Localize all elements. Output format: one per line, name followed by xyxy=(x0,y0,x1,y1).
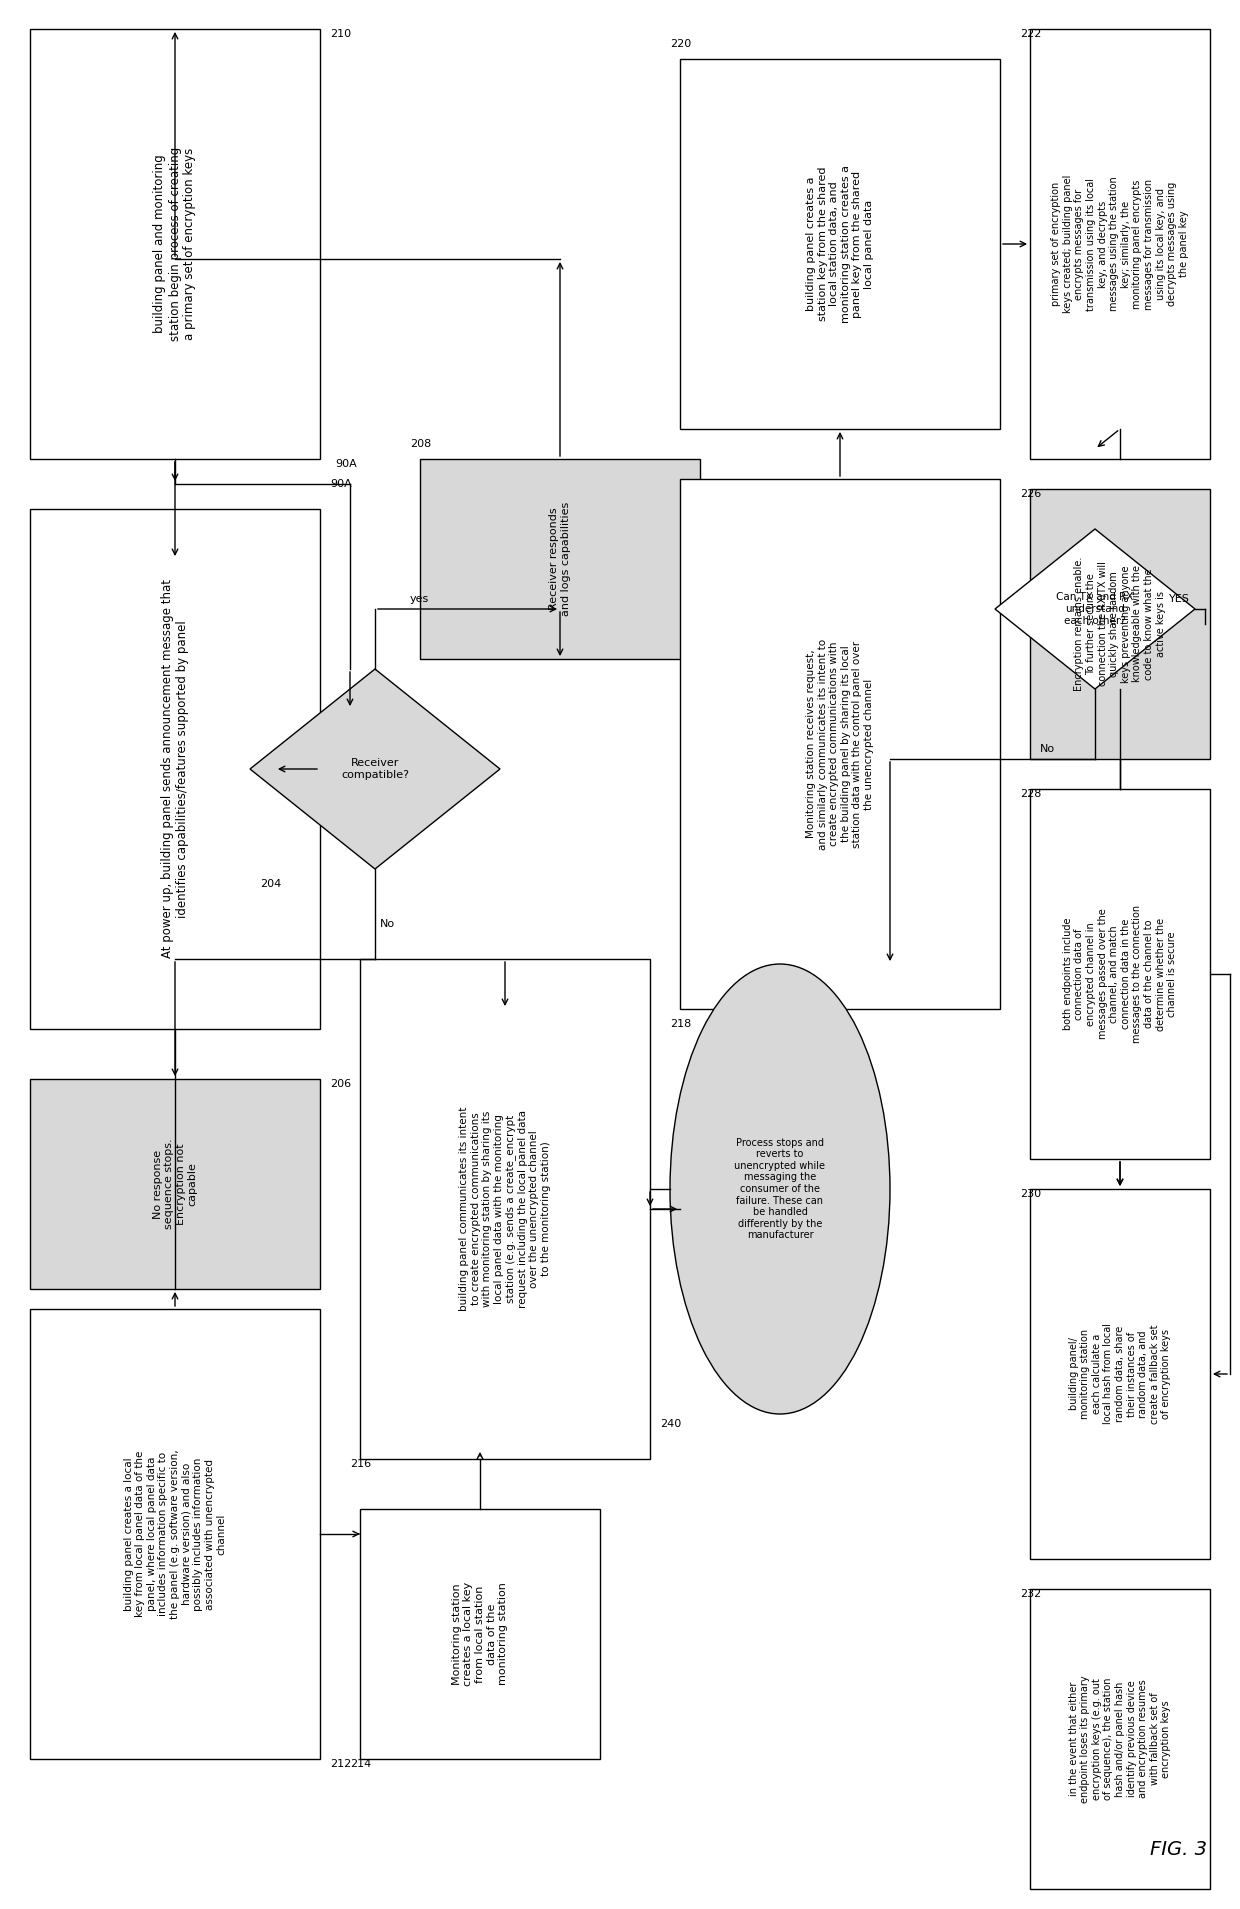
Text: 90A: 90A xyxy=(330,479,352,489)
Text: Monitoring station receives request,
and similarly communicates its intent to
cr: Monitoring station receives request, and… xyxy=(806,638,874,850)
FancyBboxPatch shape xyxy=(680,479,999,1010)
Text: 220: 220 xyxy=(670,38,691,50)
Polygon shape xyxy=(250,668,500,869)
Text: FIG. 3: FIG. 3 xyxy=(1149,1840,1207,1859)
Text: 226: 226 xyxy=(1021,489,1042,498)
Text: At power up, building panel sends announcement message that
identifies capabilit: At power up, building panel sends announ… xyxy=(161,580,188,958)
Text: 218: 218 xyxy=(670,1019,691,1029)
Text: 206: 206 xyxy=(330,1079,351,1088)
FancyBboxPatch shape xyxy=(360,958,650,1458)
Text: 228: 228 xyxy=(1021,788,1042,800)
Text: Receiver responds
and logs capabilities: Receiver responds and logs capabilities xyxy=(549,502,570,617)
Text: 204: 204 xyxy=(260,878,281,890)
Text: Can TX and RX
understand
each other?: Can TX and RX understand each other? xyxy=(1056,592,1133,626)
Text: No response
sequence stops.
Encryption not
capable: No response sequence stops. Encryption n… xyxy=(153,1138,197,1229)
FancyBboxPatch shape xyxy=(360,1508,600,1758)
Text: 230: 230 xyxy=(1021,1189,1042,1199)
Text: Monitoring station
creates a local key
from local station
data of the
monitoring: Monitoring station creates a local key f… xyxy=(451,1583,508,1686)
Ellipse shape xyxy=(670,964,890,1415)
Text: 210: 210 xyxy=(330,29,351,38)
FancyBboxPatch shape xyxy=(30,510,320,1029)
FancyBboxPatch shape xyxy=(1030,788,1210,1159)
Text: No: No xyxy=(379,918,396,930)
FancyBboxPatch shape xyxy=(1030,489,1210,760)
Text: building panel and monitoring
station begin process of creating
a primary set of: building panel and monitoring station be… xyxy=(154,147,196,342)
Text: 90A: 90A xyxy=(335,458,357,470)
Text: primary set of encryption
keys created; building panel
encrypts messages for
tra: primary set of encryption keys created; … xyxy=(1052,176,1189,313)
Text: Encryption remains enable.
To further secure the
connection the RX/TX will
quick: Encryption remains enable. To further se… xyxy=(1074,557,1166,691)
FancyBboxPatch shape xyxy=(30,1310,320,1758)
Text: Process stops and
reverts to
unencrypted while
messaging the
consumer of the
fai: Process stops and reverts to unencrypted… xyxy=(734,1138,826,1241)
Text: YES: YES xyxy=(1169,594,1190,603)
FancyBboxPatch shape xyxy=(30,1079,320,1289)
FancyBboxPatch shape xyxy=(1030,29,1210,458)
Text: building panel/
monitoring station
each calculate a
local hash from local
random: building panel/ monitoring station each … xyxy=(1069,1323,1172,1424)
Text: Receiver
compatible?: Receiver compatible? xyxy=(341,758,409,779)
Polygon shape xyxy=(994,529,1195,689)
Text: both endpoints include
connection data of
encrypted channel in
messages passed o: both endpoints include connection data o… xyxy=(1063,905,1177,1042)
Text: 240: 240 xyxy=(660,1418,681,1430)
Text: building panel creates a local
key from local panel data of the
panel, where loc: building panel creates a local key from … xyxy=(124,1449,227,1619)
Text: No: No xyxy=(1040,745,1055,754)
FancyBboxPatch shape xyxy=(1030,1588,1210,1890)
FancyBboxPatch shape xyxy=(680,59,999,430)
Text: building panel communicates its intent
to create encrypted communications
with m: building panel communicates its intent t… xyxy=(459,1107,551,1311)
Text: 214: 214 xyxy=(350,1758,371,1770)
FancyBboxPatch shape xyxy=(420,458,701,659)
Text: building panel creates a
station key from the shared
local station data, and
mon: building panel creates a station key fro… xyxy=(806,164,874,323)
FancyBboxPatch shape xyxy=(1030,1189,1210,1560)
FancyBboxPatch shape xyxy=(30,29,320,458)
Text: 208: 208 xyxy=(410,439,432,449)
Text: 216: 216 xyxy=(350,1458,371,1470)
Text: yes: yes xyxy=(410,594,429,603)
Text: 212: 212 xyxy=(330,1758,351,1770)
Text: in the event that either
endpoint loses its primary
encryption keys (e.g. out
of: in the event that either endpoint loses … xyxy=(1069,1676,1172,1802)
Text: 232: 232 xyxy=(1021,1588,1042,1600)
Text: 222: 222 xyxy=(1021,29,1042,38)
